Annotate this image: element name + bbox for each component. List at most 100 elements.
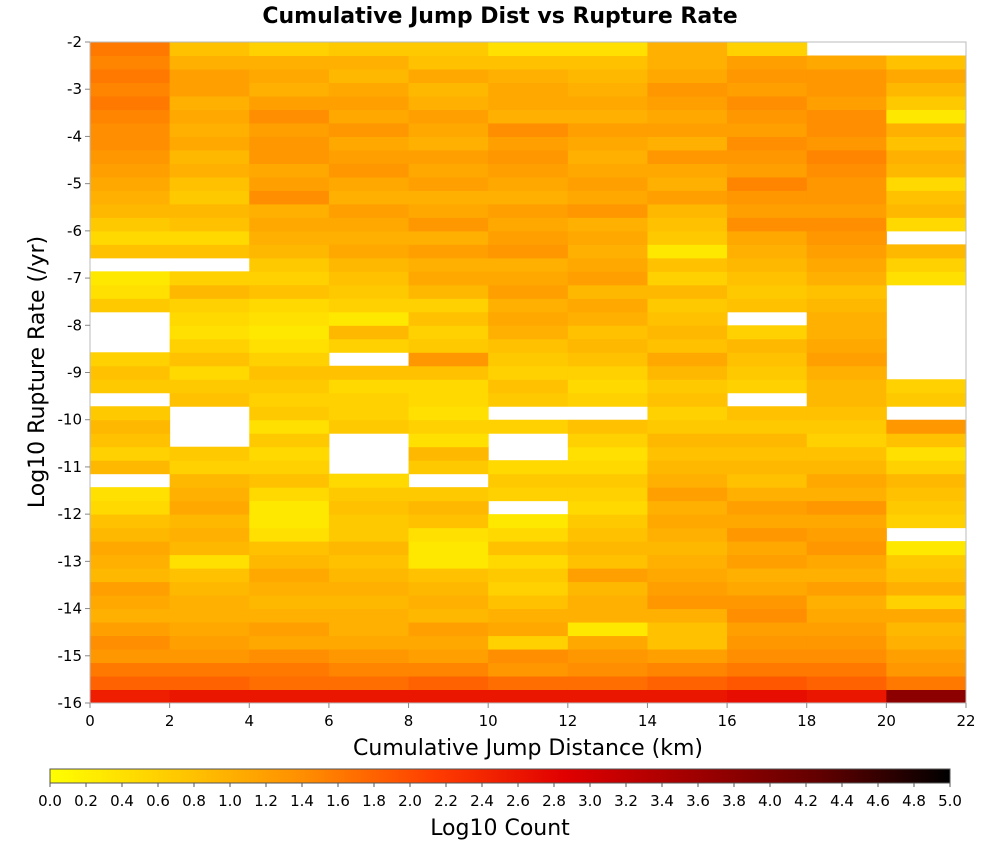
heatmap-cell xyxy=(567,379,648,394)
x-tick-label: 10 xyxy=(479,712,498,730)
heatmap-cell xyxy=(727,662,808,677)
heatmap-cell xyxy=(408,298,489,313)
heatmap-cell xyxy=(886,136,967,151)
heatmap-cell xyxy=(249,352,330,367)
heatmap-cell xyxy=(806,541,887,556)
heatmap-cell xyxy=(567,568,648,583)
heatmap-cell xyxy=(169,554,250,569)
heatmap-cell xyxy=(647,635,728,650)
heatmap-cell xyxy=(567,608,648,623)
colorbar-tick-label: 5.0 xyxy=(938,792,962,810)
heatmap-cell xyxy=(169,352,250,367)
heatmap-cell xyxy=(647,514,728,529)
heatmap-cell xyxy=(886,581,967,596)
heatmap-cell xyxy=(169,203,250,218)
heatmap-cell xyxy=(567,298,648,313)
heatmap-cell xyxy=(727,257,808,272)
heatmap-cell xyxy=(647,662,728,677)
colorbar-tick-label: 2.8 xyxy=(542,792,566,810)
heatmap-cell xyxy=(488,527,569,542)
heatmap-cell xyxy=(90,244,171,259)
heatmap-cell xyxy=(169,689,250,704)
heatmap-cell xyxy=(90,271,171,286)
heatmap-cell xyxy=(328,203,410,218)
heatmap-cell xyxy=(90,136,171,151)
heatmap-cell xyxy=(328,473,410,488)
heatmap-cell xyxy=(328,311,410,326)
heatmap-cell xyxy=(169,69,250,83)
y-tick-label: -6 xyxy=(67,222,82,240)
heatmap-cell xyxy=(647,500,728,515)
heatmap-cell xyxy=(727,271,808,286)
heatmap-cell xyxy=(886,446,967,461)
heatmap-cell xyxy=(886,473,967,488)
heatmap-cell xyxy=(169,338,250,353)
heatmap-cell xyxy=(488,365,569,380)
heatmap-cell xyxy=(806,568,887,583)
heatmap-cell xyxy=(567,42,648,57)
heatmap-cell xyxy=(249,69,330,83)
heatmap-cell xyxy=(806,635,887,650)
heatmap-cell xyxy=(806,689,887,704)
heatmap-cell xyxy=(408,176,489,191)
heatmap-cell xyxy=(488,473,569,488)
heatmap-cell xyxy=(249,662,330,677)
colorbar-tick-label: 2.6 xyxy=(506,792,530,810)
heatmap-cell xyxy=(647,55,728,70)
heatmap-cell xyxy=(169,676,250,691)
heatmap-cell xyxy=(249,122,330,137)
heatmap-cell xyxy=(806,257,887,272)
heatmap-cell xyxy=(249,446,330,461)
heatmap-cell xyxy=(90,581,171,596)
heatmap-cell xyxy=(647,392,728,407)
heatmap-cell xyxy=(408,217,489,232)
heatmap-cell xyxy=(488,149,569,164)
heatmap-cell xyxy=(408,55,489,70)
heatmap-cell xyxy=(727,230,808,245)
heatmap-cell xyxy=(169,95,250,110)
heatmap-cell xyxy=(169,190,250,205)
heatmap-cell xyxy=(249,595,330,610)
heatmap-cell xyxy=(806,230,887,245)
heatmap-cell xyxy=(727,95,808,110)
heatmap-cell xyxy=(806,325,887,340)
heatmap-cell xyxy=(90,230,171,245)
heatmap-cell xyxy=(408,527,489,542)
heatmap-cell xyxy=(727,338,808,353)
heatmap-cell xyxy=(886,487,967,502)
heatmap-cell xyxy=(567,352,648,367)
heatmap-cell xyxy=(169,487,250,502)
heatmap-cell xyxy=(169,581,250,596)
heatmap-cell xyxy=(647,271,728,286)
heatmap-cell xyxy=(249,42,330,57)
heatmap-cell xyxy=(806,379,887,394)
heatmap-cell xyxy=(886,109,967,124)
heatmap-cell xyxy=(249,163,330,178)
heatmap-cell xyxy=(727,122,808,137)
heatmap-cell xyxy=(727,379,808,394)
heatmap-cell xyxy=(567,514,648,529)
heatmap-cell xyxy=(328,163,410,178)
heatmap-cell xyxy=(90,109,171,124)
heatmap-cell xyxy=(567,55,648,70)
heatmap-cell xyxy=(886,635,967,650)
heatmap-cell xyxy=(886,190,967,205)
heatmap-cell xyxy=(806,446,887,461)
colorbar-tick-label: 4.4 xyxy=(830,792,854,810)
heatmap-cell xyxy=(169,473,250,488)
heatmap-cell xyxy=(567,338,648,353)
heatmap-cell xyxy=(488,217,569,232)
heatmap-cell xyxy=(567,365,648,380)
heatmap-cell xyxy=(647,311,728,326)
heatmap-cell xyxy=(408,325,489,340)
heatmap-cell xyxy=(647,284,728,299)
heatmap-cell xyxy=(488,635,569,650)
heatmap-cell xyxy=(806,473,887,488)
heatmap-cell xyxy=(169,568,250,583)
heatmap-cell xyxy=(886,163,967,178)
heatmap-cell xyxy=(567,581,648,596)
heatmap-cell xyxy=(90,379,171,394)
heatmap-cell xyxy=(727,298,808,313)
heatmap-cell xyxy=(886,608,967,623)
heatmap-cell xyxy=(328,419,410,434)
